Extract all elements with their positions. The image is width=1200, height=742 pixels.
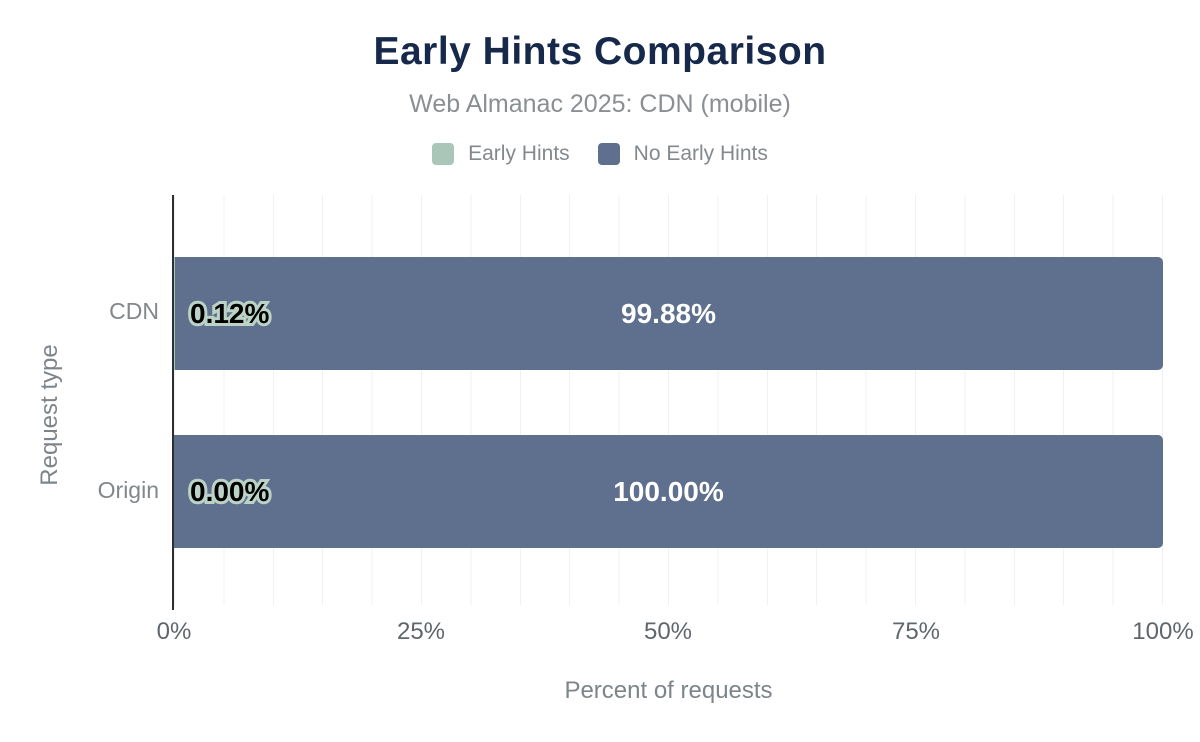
x-tick-25: 25% (396, 618, 446, 645)
bar-segment-early-hints-cdn[interactable] (174, 257, 176, 370)
bar-segment-no-early-hints-cdn[interactable] (175, 257, 1163, 370)
value-label-early-hints-cdn: 0.12% 0.12% (187, 296, 272, 330)
chart-title: Early Hints Comparison (373, 30, 827, 73)
x-axis-title: Percent of requests (564, 677, 773, 704)
legend-item-no-early-hints[interactable]: No Early Hints (597, 142, 768, 166)
bar-row-origin: 0.00% 0.00% 100.00% (174, 435, 1163, 548)
bar-segment-no-early-hints-origin[interactable] (174, 435, 1163, 548)
x-tick-0: 0% (156, 618, 192, 645)
legend-swatch-no-early-hints (597, 143, 620, 165)
legend-swatch-early-hints (432, 143, 455, 165)
bar-row-cdn: 0.12% 0.12% 99.88% (174, 257, 1163, 370)
chart-subtitle: Web Almanac 2025: CDN (mobile) (409, 90, 791, 118)
legend-label-early-hints: Early Hints (468, 142, 570, 165)
x-tick-75: 75% (891, 618, 941, 645)
x-tick-100: 100% (1132, 618, 1194, 645)
legend-label-no-early-hints: No Early Hints (633, 142, 768, 165)
value-label-no-early-hints-cdn: 99.88% (621, 297, 716, 329)
legend: Early Hints No Early Hints (0, 142, 1200, 166)
x-tick-50: 50% (643, 618, 693, 645)
legend-item-early-hints[interactable]: Early Hints (432, 142, 570, 166)
value-label-no-early-hints-origin: 100.00% (613, 475, 724, 507)
y-axis-line (172, 195, 174, 610)
plot-area: 0.12% 0.12% 99.88% 0.00% 0.00% 100.00% (172, 195, 1163, 610)
y-axis-title: Request type (36, 344, 63, 486)
category-label-origin: Origin (97, 477, 159, 503)
value-label-early-hints-origin: 0.00% 0.00% (187, 474, 272, 508)
category-label-cdn: CDN (109, 298, 159, 324)
